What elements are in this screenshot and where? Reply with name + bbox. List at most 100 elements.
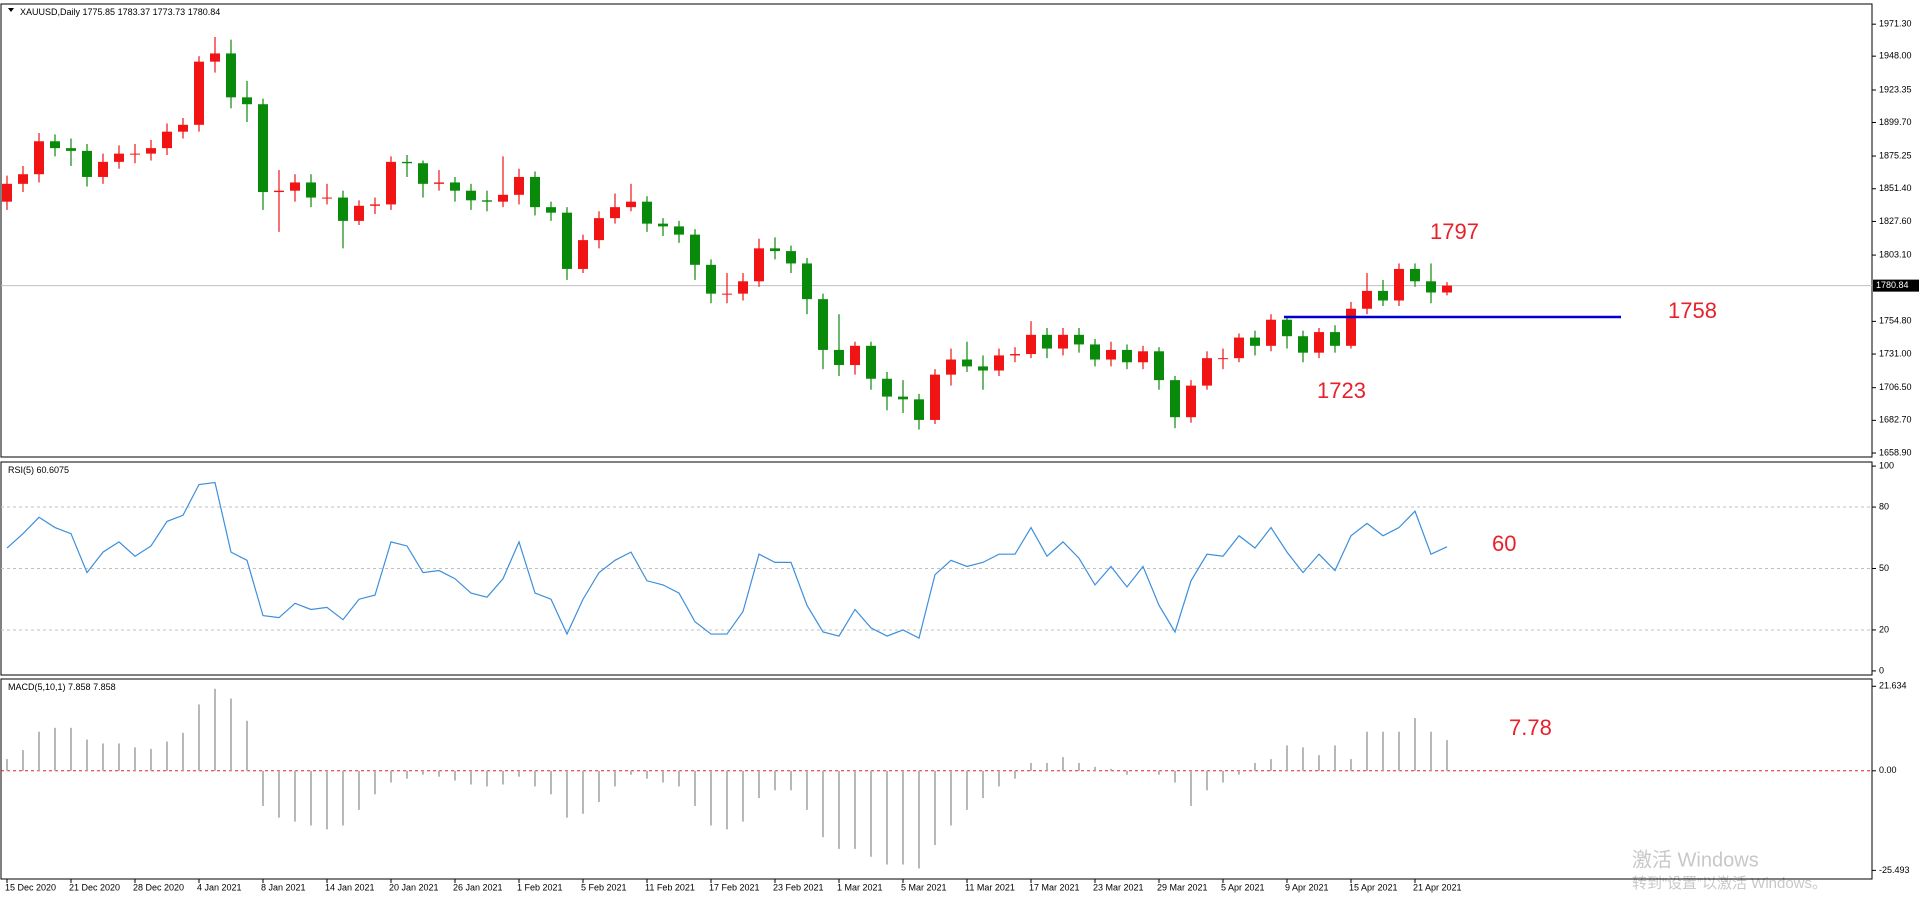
candle-body [610, 207, 620, 219]
y-tick-label: 50 [1879, 563, 1889, 573]
candle-body [290, 182, 300, 191]
candle-body [1410, 268, 1420, 282]
candle-body [1042, 334, 1052, 349]
candle-body [306, 182, 316, 198]
x-tick-label: 15 Dec 2020 [5, 882, 56, 892]
x-tick-label: 15 Apr 2021 [1349, 882, 1398, 892]
panel-title: MACD(5,10,1) 7.858 7.858 [8, 682, 116, 692]
candle-body [946, 359, 956, 375]
x-tick-label: 8 Jan 2021 [261, 882, 306, 892]
watermark-subtitle: 转到“设置”以激活 Windows。 [1632, 875, 1827, 892]
candle-body [770, 248, 780, 252]
x-tick-label: 29 Mar 2021 [1157, 882, 1208, 892]
y-tick-label: 1875.25 [1879, 150, 1912, 160]
candle-body [1074, 334, 1084, 345]
annotation: 1758 [1668, 298, 1717, 323]
candle-body [82, 150, 92, 177]
watermark-title: 激活 Windows [1632, 848, 1759, 871]
x-tick-label: 17 Mar 2021 [1029, 882, 1080, 892]
candle-body [498, 194, 508, 202]
panel-title: XAUUSD,Daily 1775.85 1783.37 1773.73 178… [20, 7, 220, 17]
panel-title: RSI(5) 60.6075 [8, 465, 69, 475]
candle-body [1186, 385, 1196, 418]
candle-body [834, 349, 844, 366]
candle-body [866, 345, 876, 379]
candle-body [530, 176, 540, 208]
y-tick-label: 1899.70 [1879, 117, 1912, 127]
x-tick-label: 5 Apr 2021 [1221, 882, 1265, 892]
candle-body [546, 207, 556, 213]
indicator-value: 7.858 [68, 682, 91, 692]
indicator-name: XAUUSD,Daily [20, 7, 81, 17]
y-tick-label: 1948.00 [1879, 51, 1912, 61]
candle-body [1362, 290, 1372, 309]
candle-body [434, 182, 444, 184]
candle-body [1154, 351, 1164, 381]
price-tag-label: 1780.84 [1876, 280, 1909, 290]
candle-body [850, 345, 860, 366]
y-tick-label: 1658.90 [1879, 447, 1912, 457]
candle-body [1058, 334, 1068, 349]
candle-body [18, 174, 28, 184]
candle-body [1218, 358, 1228, 360]
annotation: 1797 [1430, 219, 1479, 244]
rsi-line [6, 481, 1448, 640]
candle-body [1202, 358, 1212, 386]
candle-body [1378, 290, 1388, 301]
panel-frame [0, 678, 1873, 880]
candle-body [978, 366, 988, 371]
candle-body [1170, 380, 1180, 418]
candle-body [1106, 349, 1116, 360]
candle-body [2, 183, 12, 202]
y-tick-label: 21.634 [1879, 681, 1907, 691]
candle-body [242, 97, 252, 105]
candle-body [258, 104, 268, 193]
candle-body [722, 293, 732, 295]
indicator-value: 60.6075 [37, 465, 70, 475]
ohlc-value: 1780.84 [188, 7, 221, 17]
candle-body [226, 53, 236, 98]
candle-body [210, 53, 220, 62]
candle-body [562, 212, 572, 269]
candle-body [1090, 344, 1100, 360]
candle-body [1266, 319, 1276, 346]
y-tick-label: 1731.00 [1879, 348, 1912, 358]
x-tick-label: 9 Apr 2021 [1285, 882, 1329, 892]
candle-body [642, 201, 652, 224]
y-tick-label: 20 [1879, 624, 1889, 634]
candle-body [162, 131, 172, 149]
x-tick-label: 21 Dec 2020 [69, 882, 120, 892]
candle-body [354, 205, 364, 221]
candle-body [1138, 351, 1148, 363]
indicator-name: RSI(5) [8, 465, 34, 475]
y-tick-label: 100 [1879, 460, 1894, 470]
y-tick-label: 1851.40 [1879, 183, 1912, 193]
y-tick-label: 1923.35 [1879, 84, 1912, 94]
y-tick-label: -25.493 [1879, 865, 1910, 875]
candle-body [338, 197, 348, 221]
candle-body [690, 234, 700, 265]
y-tick-label: 1754.80 [1879, 316, 1912, 326]
candle-body [818, 299, 828, 350]
candle-body [1442, 285, 1452, 293]
candle-body [930, 374, 940, 420]
indicator-name: MACD(5,10,1) [8, 682, 66, 692]
x-tick-label: 23 Mar 2021 [1093, 882, 1144, 892]
candle-body [1426, 281, 1436, 293]
x-tick-label: 11 Feb 2021 [645, 882, 695, 892]
candle-body [482, 200, 492, 202]
candle-body [114, 153, 124, 162]
candle-body [1010, 354, 1020, 356]
candle-body [274, 190, 284, 193]
candle-body [898, 396, 908, 400]
candle-body [466, 190, 476, 201]
candle-body [658, 223, 668, 227]
candle-body [194, 61, 204, 125]
candle-body [98, 161, 108, 177]
candle-body [786, 251, 796, 264]
x-tick-label: 11 Mar 2021 [965, 882, 1015, 892]
x-tick-label: 28 Dec 2020 [133, 882, 184, 892]
candle-body [146, 148, 156, 154]
x-tick-label: 17 Feb 2021 [709, 882, 760, 892]
